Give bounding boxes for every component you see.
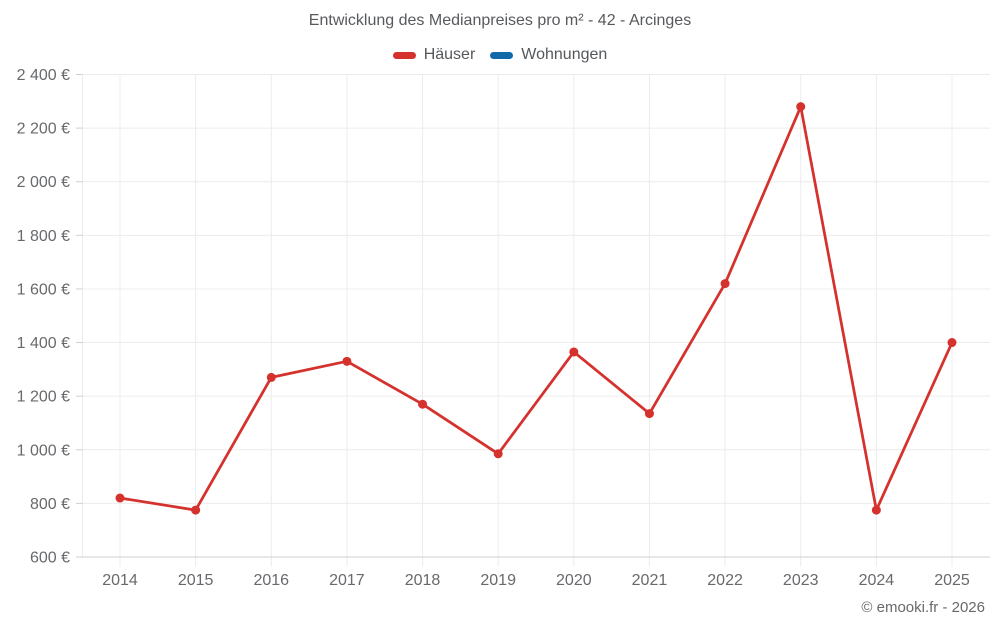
x-tick-label: 2016: [253, 572, 289, 589]
data-point[interactable]: [115, 493, 125, 503]
x-tick-label: 2022: [707, 572, 743, 589]
x-tick-label: 2025: [934, 572, 970, 589]
series-häuser: [115, 102, 957, 515]
legend-label-wohnungen: Wohnungen: [521, 46, 608, 63]
data-point[interactable]: [720, 279, 730, 289]
y-axis-labels: 600 € 800 € 1 000 € 1 200 € 1 400 € 1 600 € 1 …: [17, 67, 70, 567]
data-point[interactable]: [871, 505, 881, 515]
data-point[interactable]: [947, 338, 957, 348]
y-tick-label: 1 800 €: [17, 228, 70, 245]
y-tick-label: 600 €: [30, 550, 70, 567]
y-tick-label: 1 000 €: [17, 442, 70, 459]
data-point[interactable]: [644, 409, 654, 419]
x-tick-label: 2018: [405, 572, 441, 589]
copyright-notice: © emooki.fr - 2026: [861, 599, 985, 616]
x-tick-label: 2021: [632, 572, 668, 589]
series-line: [118, 105, 954, 512]
x-tick-label: 2020: [556, 572, 592, 589]
x-tick-label: 2014: [102, 572, 138, 589]
y-tick-label: 1 200 €: [17, 389, 70, 406]
data-point[interactable]: [191, 505, 201, 515]
axes: [76, 74, 990, 558]
chart-title: Entwicklung des Medianpreises pro m² - 4…: [308, 12, 692, 29]
x-tick-label: 2023: [783, 572, 819, 589]
gridlines: [82, 74, 990, 567]
legend-item-wohnungen[interactable]: Wohnungen: [490, 46, 607, 64]
data-point[interactable]: [796, 102, 806, 112]
data-point[interactable]: [418, 399, 428, 409]
data-point[interactable]: [266, 372, 276, 382]
x-tick-label: 2024: [859, 572, 895, 589]
legend-item-haeuser[interactable]: Häuser: [392, 46, 476, 64]
data-point[interactable]: [493, 449, 503, 459]
x-axis-labels: 2014 2015 2016 2017 2018 2019 2020 2021 2022 2023…: [102, 572, 970, 589]
y-tick-label: 2 400 €: [17, 67, 70, 84]
legend: Häuser Wohnungen: [0, 46, 1000, 64]
y-tick-label: 2 000 €: [17, 174, 70, 191]
data-point[interactable]: [342, 356, 352, 366]
x-tick-label: 2019: [480, 572, 516, 589]
y-tick-label: 800 €: [30, 496, 70, 513]
x-tick-label: 2015: [178, 572, 214, 589]
y-tick-label: 1 600 €: [17, 281, 70, 298]
x-tick-label: 2017: [329, 572, 365, 589]
data-point[interactable]: [569, 347, 579, 357]
legend-swatch-wohnungen: [490, 51, 514, 59]
legend-swatch-haeuser: [392, 51, 416, 59]
y-tick-label: 1 400 €: [17, 335, 70, 352]
legend-label-haeuser: Häuser: [423, 46, 476, 63]
y-tick-label: 2 200 €: [17, 121, 70, 138]
